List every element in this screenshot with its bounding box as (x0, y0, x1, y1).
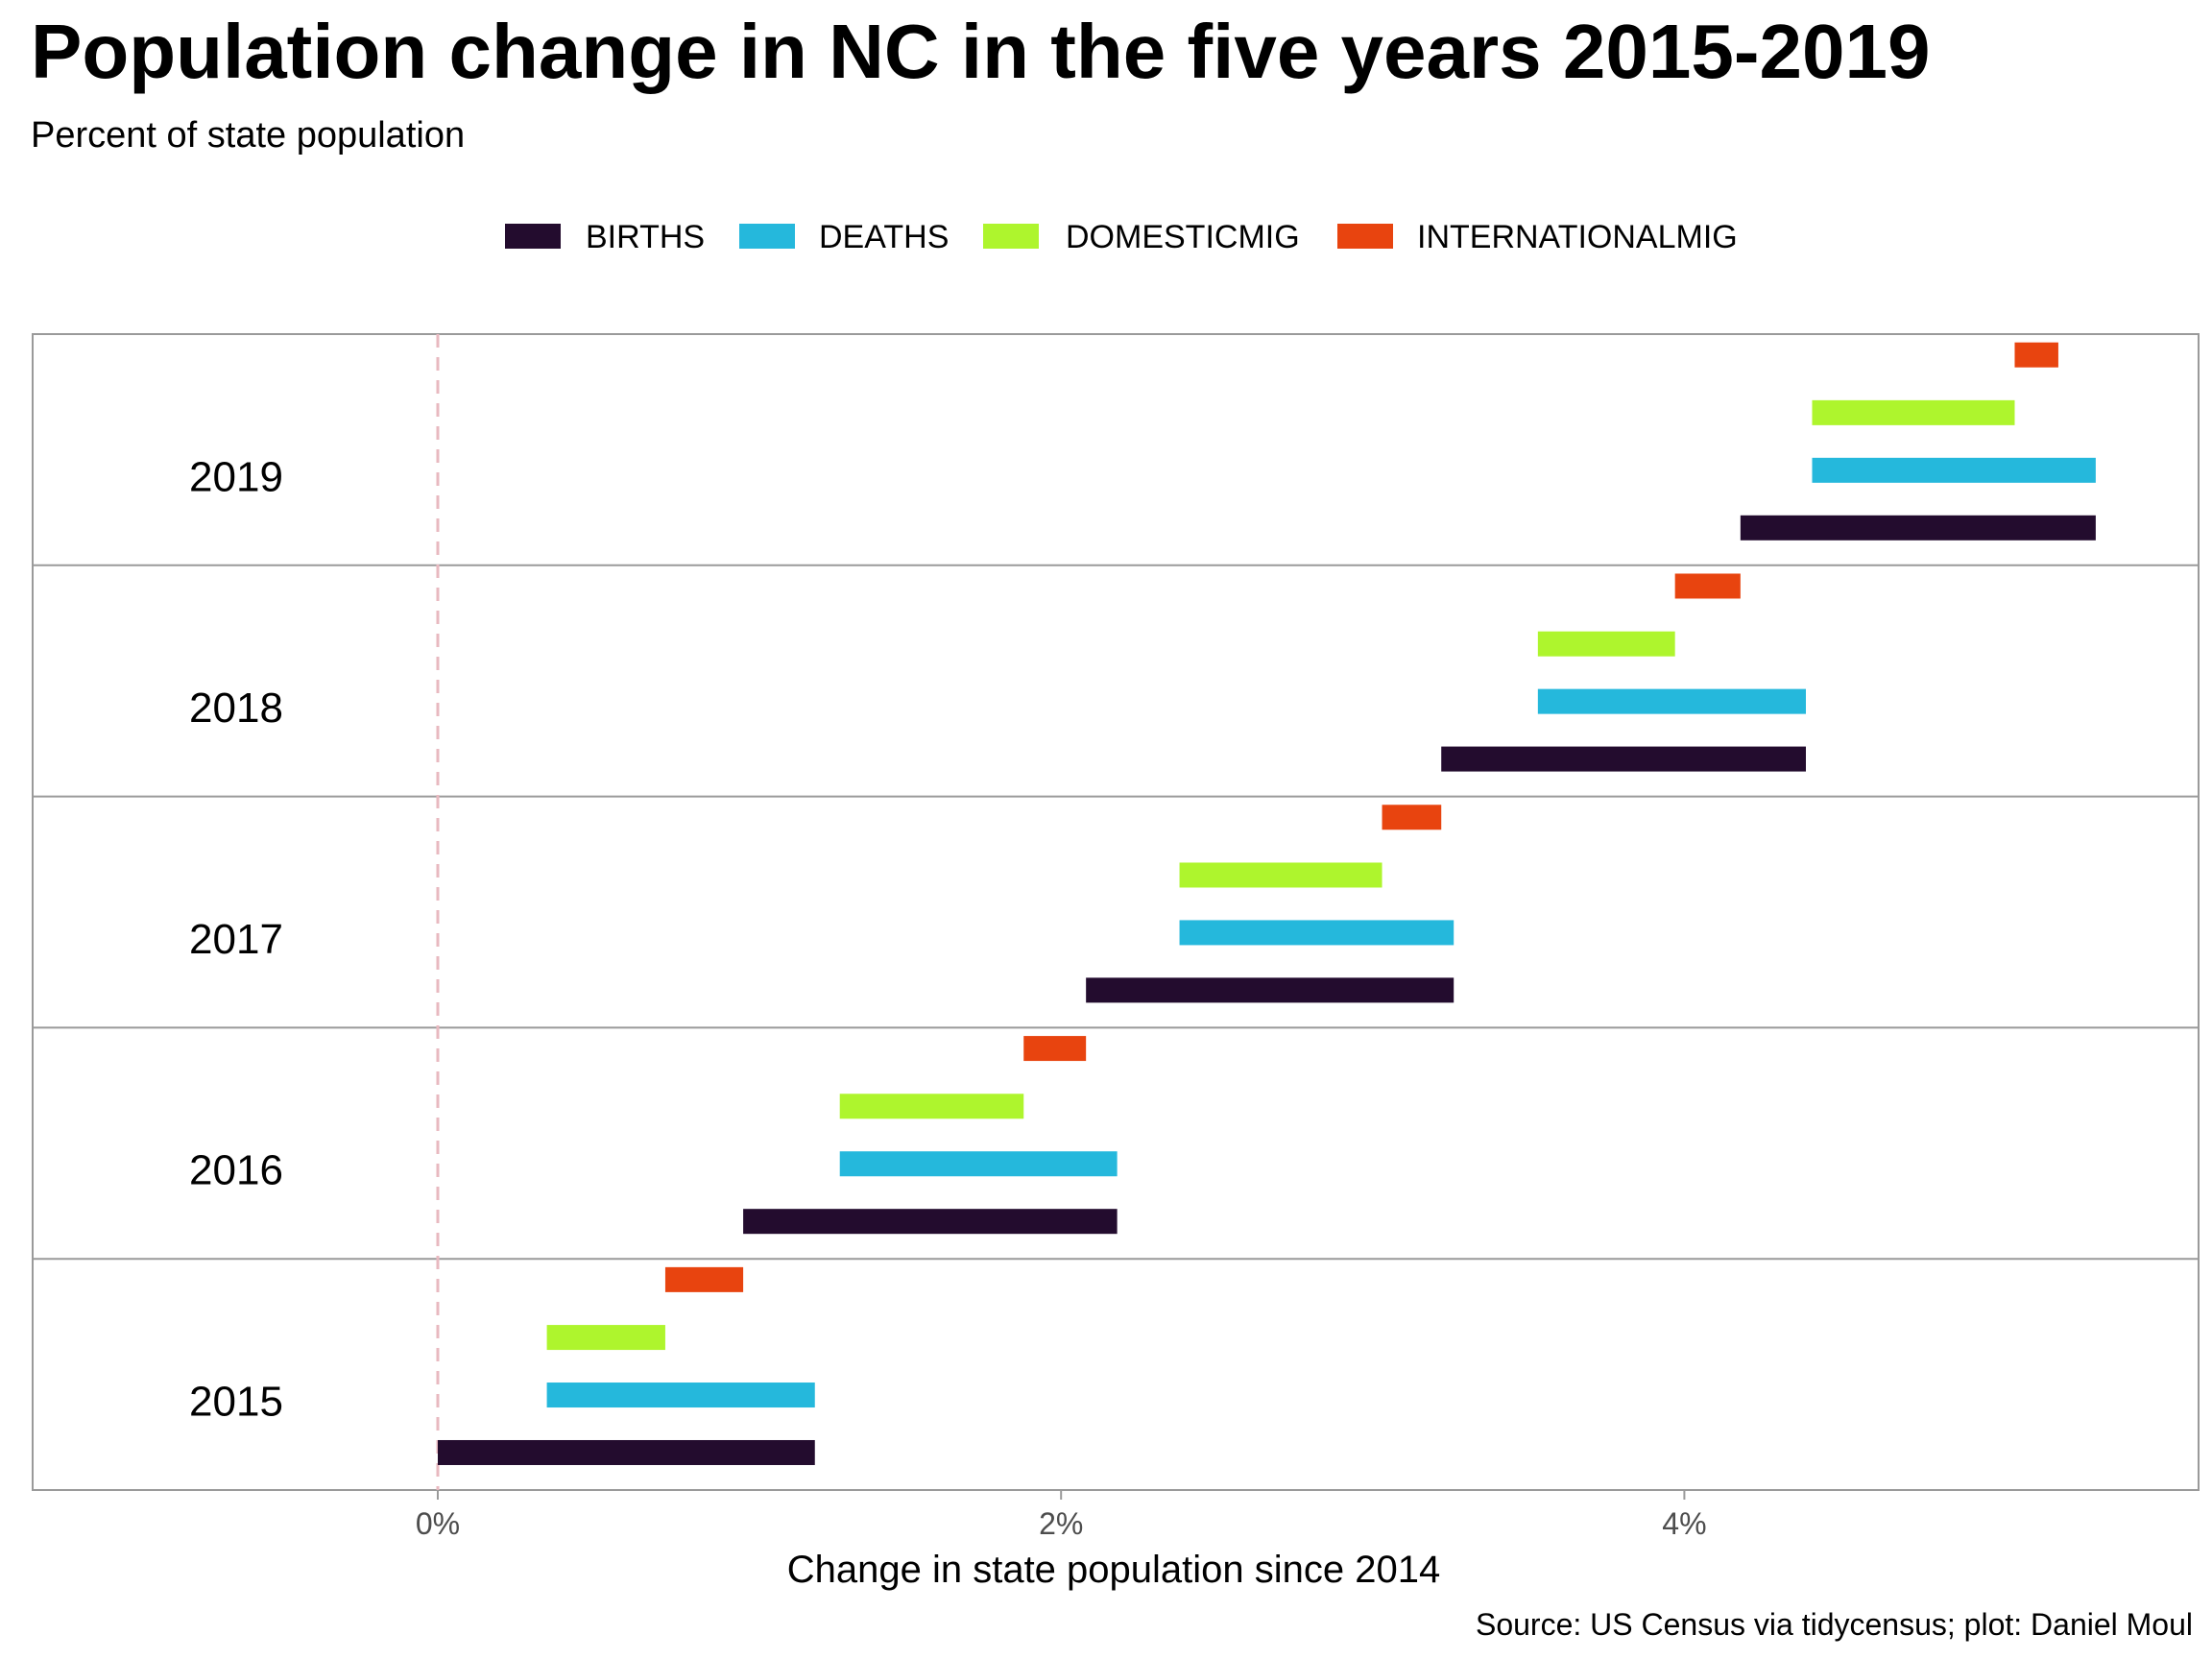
legend-item-internationalmig: INTERNATIONALMIG (1337, 219, 1738, 255)
bar-2015-domesticmig (546, 1325, 665, 1351)
facet-2018: 2018 (189, 573, 1806, 772)
chart-caption: Source: US Census via tidycensus; plot: … (1476, 1607, 2193, 1642)
bar-2019-domesticmig (1812, 399, 2015, 425)
legend-item-births: BIRTHS (505, 219, 705, 255)
bar-2017-deaths (1179, 920, 1455, 946)
legend: BIRTHS DEATHS DOMESTICMIG INTERNATIONALMIG (505, 219, 1738, 255)
x-tick-label: 0% (416, 1506, 460, 1541)
legend-label-domesticmig: DOMESTICMIG (1066, 219, 1300, 255)
bar-2016-deaths (839, 1151, 1118, 1177)
facet-2019: 2019 (189, 342, 2096, 541)
bar-2016-domesticmig (839, 1094, 1024, 1119)
legend-swatch-births (505, 224, 561, 249)
facet-2016: 2016 (189, 1036, 1118, 1235)
bar-2015-internationalmig (664, 1266, 744, 1292)
bar-2015-births (437, 1439, 815, 1465)
bar-2017-domesticmig (1179, 862, 1382, 888)
plot-panel-border (32, 333, 2200, 1491)
bar-2017-births (1086, 977, 1455, 1003)
facet-label-2018: 2018 (189, 685, 283, 732)
bar-2015-deaths (546, 1382, 815, 1408)
x-tick-label: 2% (1039, 1506, 1083, 1541)
plot-area: 2019 2018 2017 2016 2015 (32, 333, 2200, 1491)
chart-title: Population change in NC in the five year… (31, 9, 1930, 94)
bar-2017-internationalmig (1382, 805, 1442, 830)
x-tick-label: 4% (1662, 1506, 1706, 1541)
legend-label-births: BIRTHS (586, 219, 705, 255)
legend-label-deaths: DEATHS (819, 219, 949, 255)
legend-label-internationalmig: INTERNATIONALMIG (1417, 219, 1738, 255)
bar-2018-domesticmig (1537, 631, 1675, 657)
bar-2018-internationalmig (1674, 573, 1741, 599)
legend-item-domesticmig: DOMESTICMIG (983, 219, 1300, 255)
facet-label-2015: 2015 (189, 1378, 283, 1425)
bar-2018-deaths (1537, 688, 1806, 714)
legend-swatch-deaths (739, 224, 795, 249)
x-axis: 0% 2% 4% (416, 1490, 1707, 1541)
bar-2016-internationalmig (1023, 1036, 1087, 1062)
facet-label-2019: 2019 (189, 453, 283, 500)
legend-swatch-internationalmig (1337, 224, 1393, 249)
bar-2019-internationalmig (2014, 342, 2058, 368)
facet-label-2017: 2017 (189, 916, 283, 963)
x-axis-label: Change in state population since 2014 (787, 1549, 1441, 1591)
facet-2017: 2017 (189, 805, 1455, 1003)
facet-2015: 2015 (189, 1266, 815, 1465)
chart-subtitle: Percent of state population (31, 115, 465, 156)
bar-2019-births (1740, 515, 2096, 541)
bar-2018-births (1441, 746, 1806, 772)
legend-swatch-domesticmig (983, 224, 1039, 249)
facet-label-2016: 2016 (189, 1147, 283, 1194)
legend-item-deaths: DEATHS (739, 219, 949, 255)
bar-2019-deaths (1812, 457, 2096, 483)
bar-2016-births (743, 1209, 1118, 1235)
